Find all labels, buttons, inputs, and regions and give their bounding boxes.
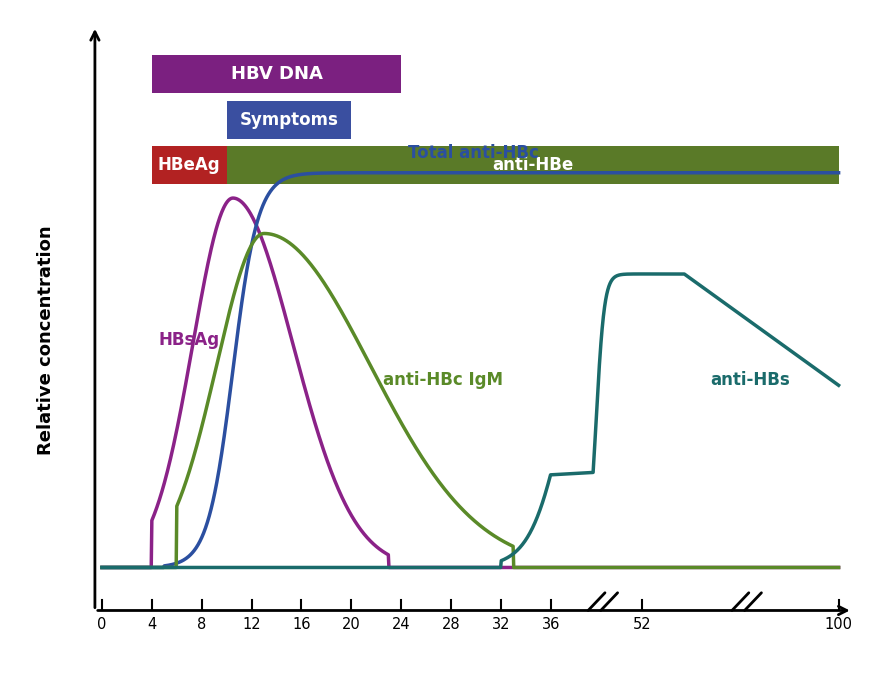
Text: 32: 32 — [492, 617, 510, 632]
Text: 20: 20 — [342, 617, 360, 632]
Bar — [152, 146, 227, 184]
Text: HBV DNA: HBV DNA — [230, 65, 322, 83]
Text: 8: 8 — [197, 617, 206, 632]
Text: Total anti-HBc: Total anti-HBc — [407, 144, 537, 161]
Text: 16: 16 — [291, 617, 311, 632]
Text: 0: 0 — [97, 617, 106, 632]
Text: anti-HBc IgM: anti-HBc IgM — [382, 371, 502, 389]
Text: HBsAg: HBsAg — [158, 331, 219, 349]
Bar — [227, 101, 351, 139]
Text: 12: 12 — [242, 617, 261, 632]
Text: 52: 52 — [632, 617, 651, 632]
Text: anti-HBs: anti-HBs — [709, 371, 788, 389]
Text: 4: 4 — [147, 617, 156, 632]
Text: HBeAg: HBeAg — [158, 156, 220, 174]
Text: 36: 36 — [541, 617, 559, 632]
Text: 100: 100 — [824, 617, 852, 632]
Bar — [152, 55, 401, 93]
Bar — [227, 146, 838, 184]
Text: Relative concentration: Relative concentration — [37, 225, 54, 454]
Text: 28: 28 — [442, 617, 460, 632]
Text: Symptoms: Symptoms — [240, 110, 338, 128]
Text: anti-HBe: anti-HBe — [492, 156, 572, 174]
Text: 24: 24 — [392, 617, 410, 632]
